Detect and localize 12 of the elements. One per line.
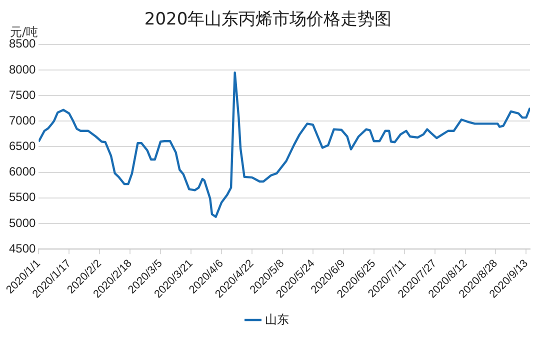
y-axis-title: 元/吨	[10, 24, 38, 39]
y-tick-label: 5000	[8, 216, 36, 230]
y-tick-label: 5500	[8, 190, 36, 204]
y-tick-label: 7000	[8, 113, 36, 128]
y-tick-label: 4500	[8, 241, 36, 256]
y-tick-label: 7500	[8, 88, 36, 102]
y-tick-label: 8500	[8, 36, 36, 51]
legend-label: 山东	[265, 312, 289, 326]
y-tick-label: 6000	[8, 164, 36, 179]
y-tick-label: 6500	[8, 139, 36, 154]
chart-title: 2020年山东丙烯市场价格走势图	[144, 10, 392, 30]
y-tick-label: 8000	[8, 62, 36, 76]
